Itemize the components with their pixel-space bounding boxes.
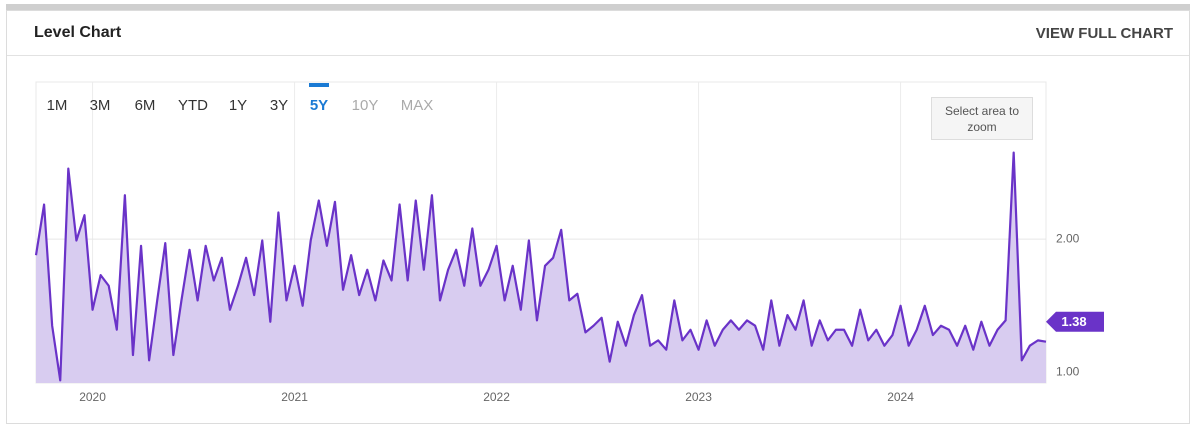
range-button[interactable]: 3M [90, 97, 111, 114]
y-tick-label: 1.00 [1056, 365, 1080, 379]
current-value-label: 1.38 [1061, 314, 1086, 329]
range-button[interactable]: YTD [178, 97, 208, 114]
range-button[interactable]: 1Y [229, 97, 247, 114]
y-tick-label: 2.00 [1056, 231, 1080, 245]
plot: 1.38 [34, 151, 1104, 383]
x-tick-label: 2023 [685, 390, 712, 404]
range-button[interactable]: 1M [47, 97, 68, 114]
series-line [34, 151, 1047, 382]
x-tick-label: 2020 [79, 390, 106, 404]
range-button: MAX [401, 97, 434, 114]
range-button[interactable]: 3Y [270, 97, 288, 114]
x-tick-label: 2021 [281, 390, 308, 404]
range-button[interactable]: 6M [135, 97, 156, 114]
current-value-tag [1046, 311, 1104, 332]
card-title: Level Chart [34, 24, 122, 41]
series-area [36, 152, 1046, 383]
range-button: 10Y [352, 97, 379, 114]
view-full-chart-link[interactable]: VIEW FULL CHART [1036, 25, 1173, 42]
range-button[interactable]: 5Y [310, 97, 328, 114]
x-tick-label: 2024 [887, 390, 914, 404]
active-range-indicator [309, 83, 329, 87]
range-selector: 1M 3M 6M YTD 1Y 3Y 5Y 10Y MAX [47, 83, 434, 114]
x-tick-label: 2022 [483, 390, 510, 404]
top-bar [6, 4, 1190, 10]
zoom-hint: Select area to zoom [931, 97, 1033, 140]
